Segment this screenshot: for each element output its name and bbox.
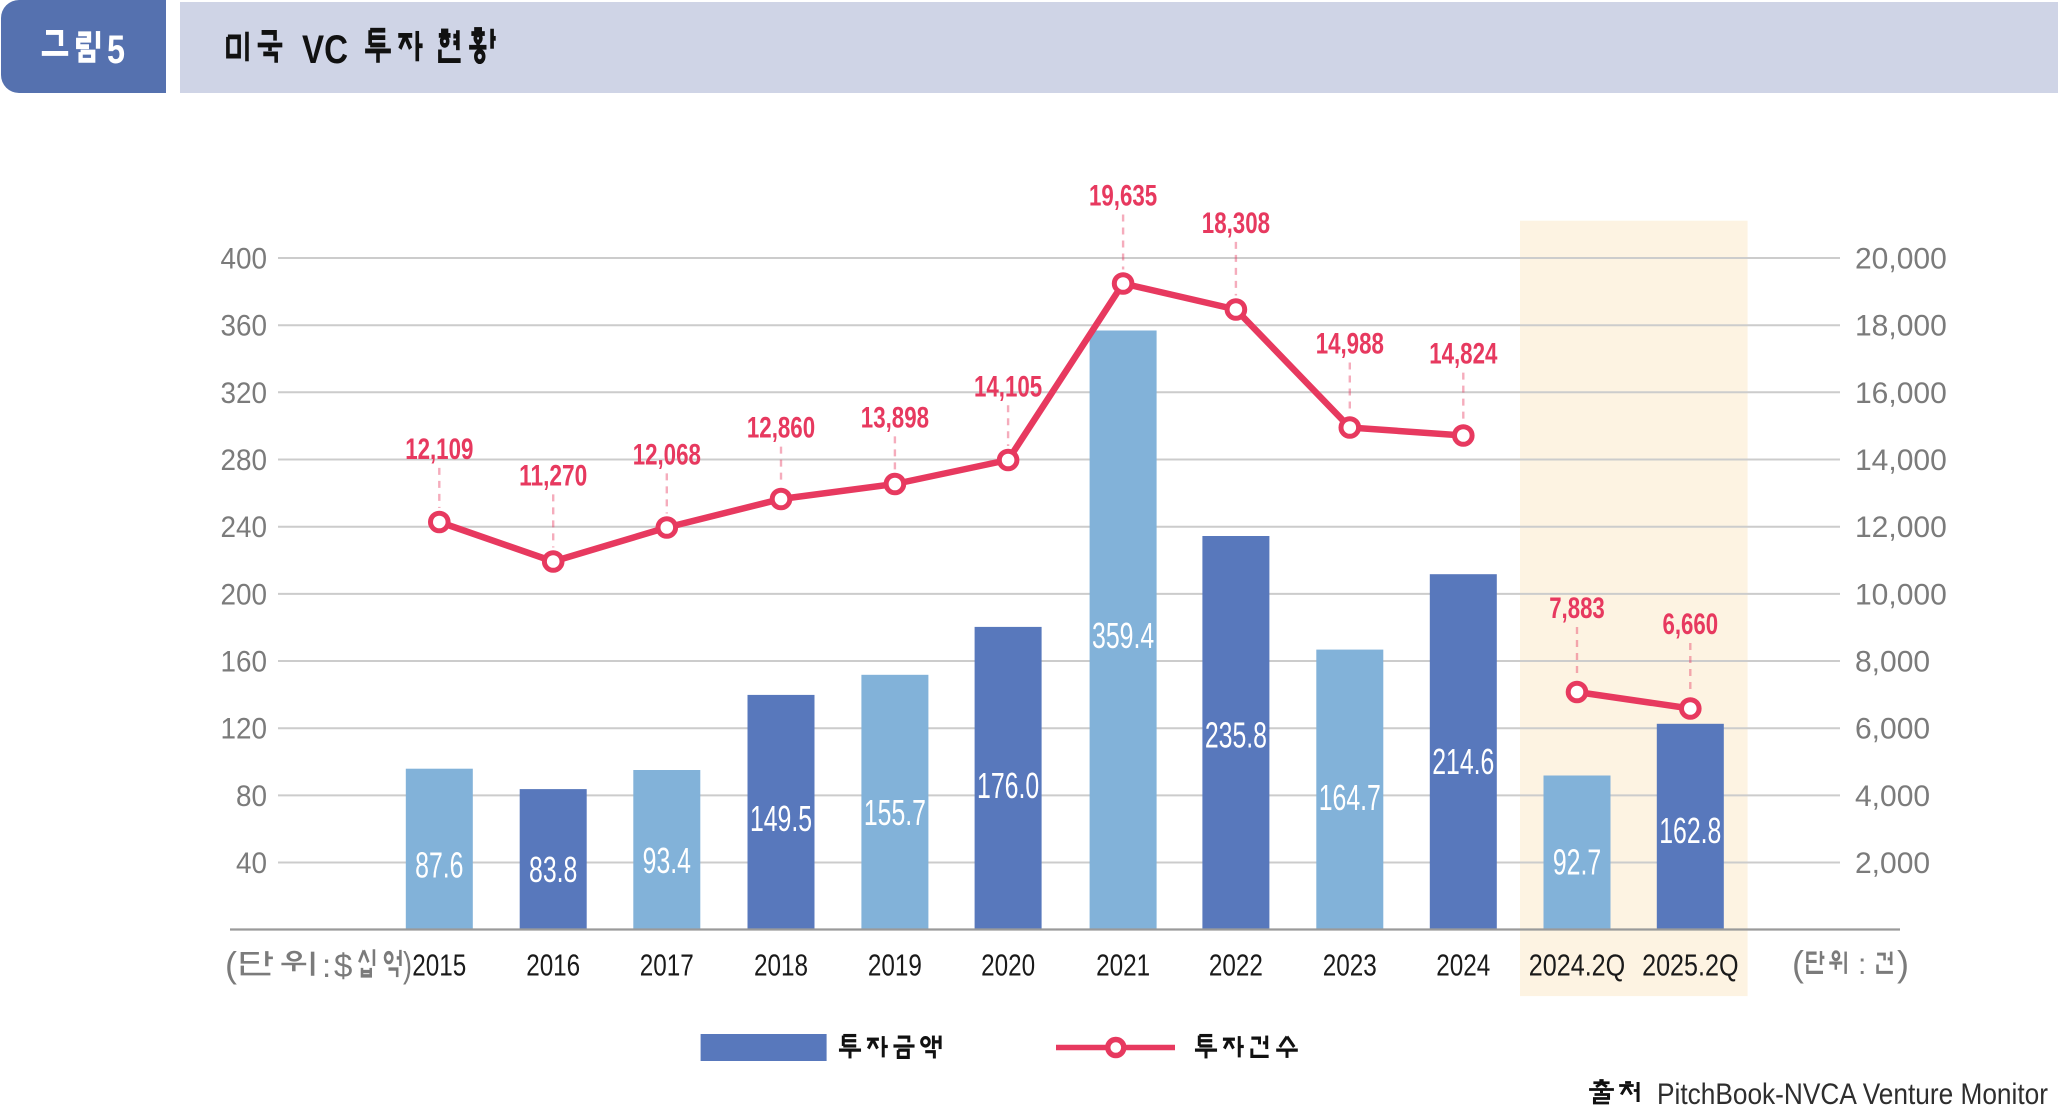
svg-text:2020: 2020 <box>981 949 1035 983</box>
svg-text:14,824: 14,824 <box>1429 338 1498 371</box>
svg-text:2018: 2018 <box>754 949 808 983</box>
svg-text:8,000: 8,000 <box>1855 646 1930 679</box>
svg-text:13,898: 13,898 <box>861 401 929 434</box>
svg-text:14,000: 14,000 <box>1855 444 1947 477</box>
svg-text:20,000: 20,000 <box>1855 243 1947 276</box>
svg-text:400: 400 <box>221 243 268 276</box>
svg-text:): ) <box>1897 943 1909 984</box>
svg-text:87.6: 87.6 <box>415 845 463 886</box>
svg-text:(: ( <box>225 944 237 985</box>
svg-text:120: 120 <box>221 713 268 746</box>
svg-text:162.8: 162.8 <box>1659 810 1721 851</box>
svg-text:6,660: 6,660 <box>1663 608 1719 641</box>
svg-text:2023: 2023 <box>1323 949 1377 983</box>
svg-text:PitchBook-NVCA Venture Monitor: PitchBook-NVCA Venture Monitor <box>1657 1078 2048 1111</box>
svg-text:280: 280 <box>221 444 268 477</box>
svg-text:2022: 2022 <box>1209 949 1263 983</box>
svg-text:2019: 2019 <box>868 949 922 983</box>
svg-text:2,000: 2,000 <box>1855 847 1930 880</box>
svg-text:160: 160 <box>221 646 268 679</box>
svg-text::: : <box>322 947 331 984</box>
svg-text:12,000: 12,000 <box>1855 511 1947 544</box>
svg-text:214.6: 214.6 <box>1432 741 1494 782</box>
svg-text:4,000: 4,000 <box>1855 780 1930 813</box>
svg-text:40: 40 <box>236 847 267 880</box>
svg-text:2016: 2016 <box>526 949 580 983</box>
svg-text:5: 5 <box>107 28 125 72</box>
svg-text:320: 320 <box>221 377 268 410</box>
svg-text:2024: 2024 <box>1436 949 1490 983</box>
svg-text::: : <box>1858 948 1866 981</box>
svg-text:14,988: 14,988 <box>1316 328 1384 361</box>
svg-text:18,308: 18,308 <box>1202 207 1270 240</box>
svg-text:240: 240 <box>221 511 268 544</box>
svg-text:80: 80 <box>236 780 267 813</box>
svg-text:149.5: 149.5 <box>750 798 812 839</box>
svg-text:6,000: 6,000 <box>1855 713 1930 746</box>
svg-text:235.8: 235.8 <box>1205 715 1267 756</box>
svg-text:18,000: 18,000 <box>1855 310 1947 343</box>
svg-text:19,635: 19,635 <box>1089 180 1157 213</box>
svg-text:(: ( <box>1792 943 1804 984</box>
svg-text:164.7: 164.7 <box>1319 777 1381 818</box>
svg-text:92.7: 92.7 <box>1553 842 1601 883</box>
svg-text:359.4: 359.4 <box>1092 615 1154 656</box>
svg-text:12,068: 12,068 <box>633 438 701 471</box>
svg-text:2024.2Q: 2024.2Q <box>1529 949 1625 983</box>
svg-text:$: $ <box>334 947 352 984</box>
svg-text:83.8: 83.8 <box>529 849 577 890</box>
svg-text:2015: 2015 <box>412 949 466 983</box>
svg-text:16,000: 16,000 <box>1855 377 1947 410</box>
svg-text:11,270: 11,270 <box>519 459 587 492</box>
svg-text:2021: 2021 <box>1096 949 1150 983</box>
svg-text:): ) <box>403 944 412 985</box>
svg-text:12,109: 12,109 <box>405 433 473 466</box>
svg-text:2025.2Q: 2025.2Q <box>1642 949 1738 983</box>
svg-text:176.0: 176.0 <box>977 765 1039 806</box>
svg-text:200: 200 <box>221 578 268 611</box>
svg-text:10,000: 10,000 <box>1855 578 1947 611</box>
svg-text:12,860: 12,860 <box>747 412 815 445</box>
svg-text:14,105: 14,105 <box>974 370 1042 403</box>
svg-text:93.4: 93.4 <box>643 840 691 881</box>
svg-text:7,883: 7,883 <box>1549 592 1605 625</box>
svg-text:2017: 2017 <box>640 949 694 983</box>
svg-text:VC: VC <box>302 28 348 72</box>
svg-text:360: 360 <box>221 310 268 343</box>
svg-text:155.7: 155.7 <box>864 792 926 833</box>
